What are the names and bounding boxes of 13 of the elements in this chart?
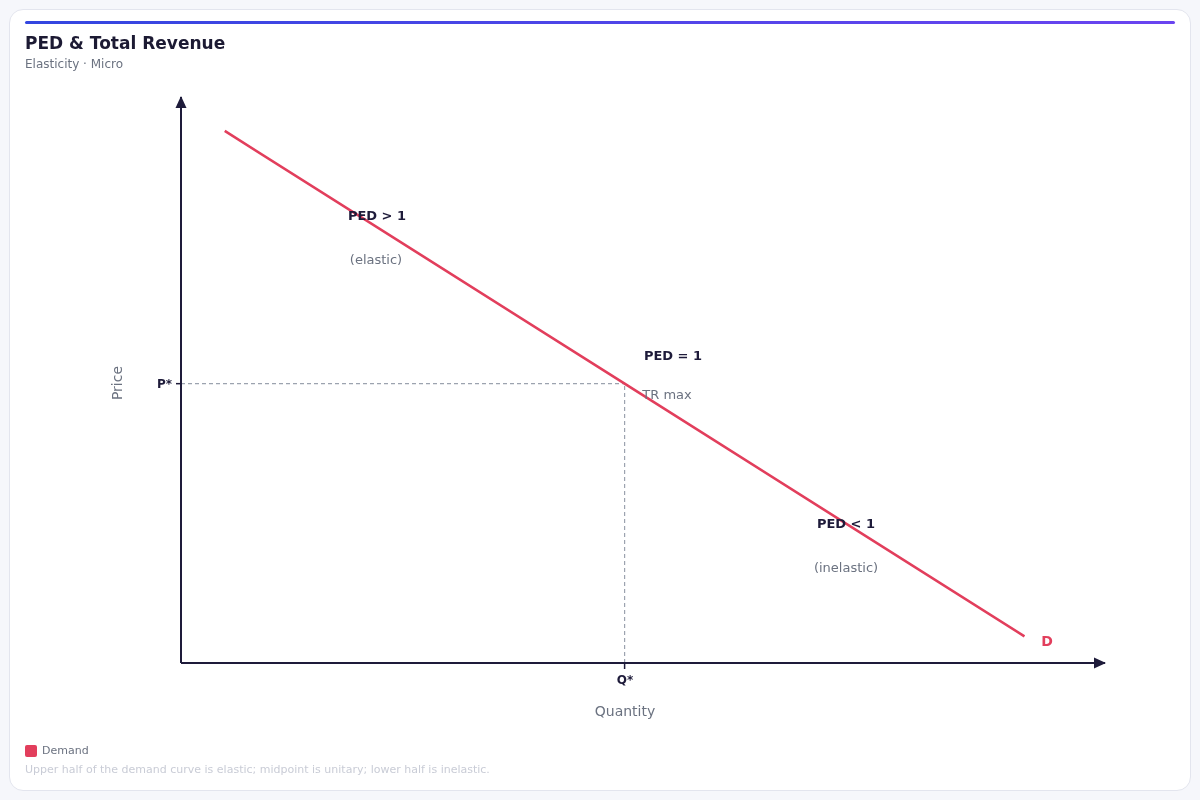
annotation: (elastic)	[349, 252, 403, 268]
annotation: PED = 1	[643, 348, 703, 364]
x-axis-title: Quantity	[594, 703, 656, 719]
legend-label: Demand	[42, 744, 89, 758]
text: Q*	[616, 672, 634, 688]
chart-title: PED & Total Revenue	[25, 33, 226, 53]
annotation: (inelastic)	[813, 560, 879, 576]
annotation: D	[1041, 633, 1053, 649]
annotation: PED < 1	[816, 516, 876, 532]
ref-line-label: P*	[156, 376, 173, 391]
text: Elasticity · Micro	[25, 57, 124, 72]
annotation: TR max	[642, 387, 692, 403]
y-axis-title: Price	[109, 365, 125, 401]
